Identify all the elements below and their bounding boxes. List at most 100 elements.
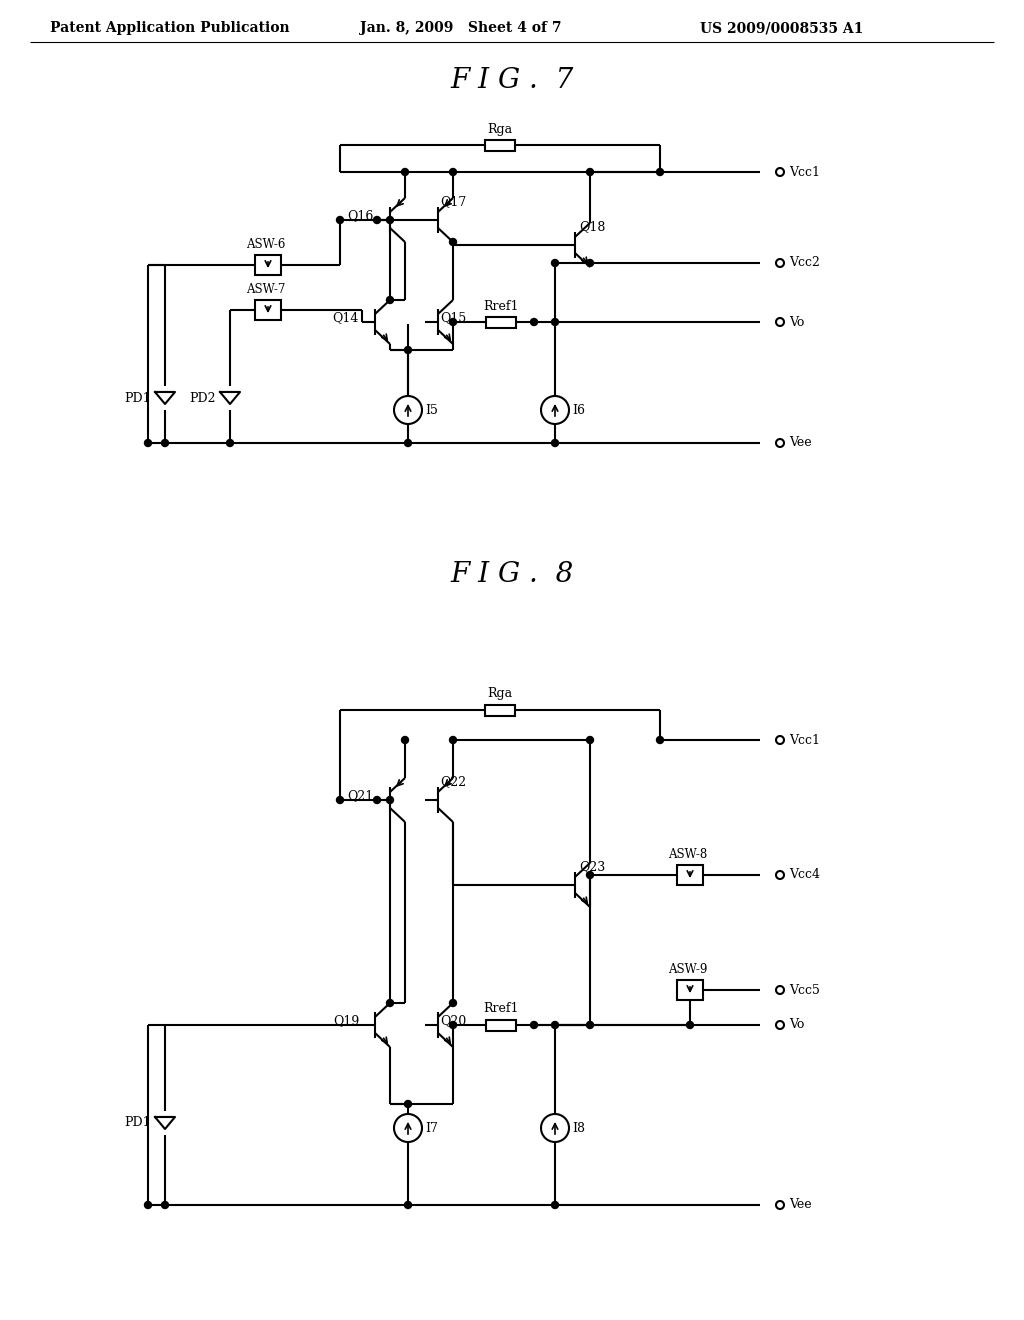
Text: F I G .  8: F I G . 8 — [451, 561, 573, 589]
Circle shape — [587, 1022, 594, 1028]
Circle shape — [686, 1022, 693, 1028]
Circle shape — [552, 440, 558, 446]
Text: Vcc5: Vcc5 — [790, 983, 820, 997]
Circle shape — [776, 871, 784, 879]
Text: Vee: Vee — [790, 437, 812, 450]
Circle shape — [450, 1022, 457, 1028]
Text: US 2009/0008535 A1: US 2009/0008535 A1 — [700, 21, 863, 36]
Polygon shape — [155, 392, 175, 404]
Text: F I G .  7: F I G . 7 — [451, 66, 573, 94]
Circle shape — [386, 999, 393, 1006]
Bar — [677, 979, 703, 1001]
Circle shape — [144, 1201, 152, 1209]
Circle shape — [552, 318, 558, 326]
Circle shape — [587, 169, 594, 176]
Text: Vcc4: Vcc4 — [790, 869, 820, 882]
Polygon shape — [155, 1117, 175, 1129]
Text: PD1: PD1 — [124, 1117, 151, 1130]
Circle shape — [226, 440, 233, 446]
Circle shape — [776, 440, 784, 447]
Circle shape — [776, 318, 784, 326]
Circle shape — [162, 1201, 169, 1209]
Text: ASW-8: ASW-8 — [669, 847, 708, 861]
Text: Vcc1: Vcc1 — [790, 165, 820, 178]
Circle shape — [337, 796, 343, 804]
Text: Jan. 8, 2009   Sheet 4 of 7: Jan. 8, 2009 Sheet 4 of 7 — [360, 21, 561, 36]
Circle shape — [386, 796, 393, 804]
Text: I7: I7 — [425, 1122, 438, 1134]
Text: Q18: Q18 — [579, 220, 605, 234]
Circle shape — [401, 737, 409, 743]
Circle shape — [776, 1201, 784, 1209]
Text: Vo: Vo — [790, 315, 805, 329]
Bar — [255, 255, 281, 275]
Circle shape — [386, 297, 393, 304]
Text: Vcc1: Vcc1 — [790, 734, 820, 747]
Circle shape — [776, 168, 784, 176]
Circle shape — [450, 999, 457, 1006]
Text: Rga: Rga — [487, 123, 513, 136]
Circle shape — [541, 396, 569, 424]
Bar — [486, 317, 516, 327]
Text: Vee: Vee — [790, 1199, 812, 1212]
Circle shape — [394, 1114, 422, 1142]
Circle shape — [776, 986, 784, 994]
Text: Q14: Q14 — [333, 312, 359, 325]
Circle shape — [587, 871, 594, 879]
Text: Q15: Q15 — [440, 312, 466, 325]
Circle shape — [394, 396, 422, 424]
Text: I6: I6 — [572, 404, 585, 417]
Text: ASW-9: ASW-9 — [669, 964, 708, 975]
Text: Q21: Q21 — [348, 789, 374, 803]
Circle shape — [374, 796, 381, 804]
Text: I5: I5 — [425, 404, 438, 417]
Circle shape — [776, 737, 784, 744]
Text: Q23: Q23 — [579, 861, 605, 874]
Circle shape — [144, 440, 152, 446]
Circle shape — [162, 440, 169, 446]
Text: Rga: Rga — [487, 688, 513, 701]
Circle shape — [374, 216, 381, 223]
Circle shape — [404, 1201, 412, 1209]
Circle shape — [587, 260, 594, 267]
Circle shape — [552, 1201, 558, 1209]
Text: Vcc2: Vcc2 — [790, 256, 820, 269]
Text: Q22: Q22 — [440, 776, 466, 788]
Text: Patent Application Publication: Patent Application Publication — [50, 21, 290, 36]
Text: Vo: Vo — [790, 1019, 805, 1031]
Bar — [677, 865, 703, 884]
Text: ASW-7: ASW-7 — [247, 282, 286, 296]
Circle shape — [776, 1020, 784, 1030]
Circle shape — [386, 216, 393, 223]
Bar — [485, 705, 515, 715]
Circle shape — [450, 239, 457, 246]
Circle shape — [450, 318, 457, 326]
Circle shape — [404, 1101, 412, 1107]
Circle shape — [587, 737, 594, 743]
Circle shape — [530, 1022, 538, 1028]
Text: PD2: PD2 — [189, 392, 216, 404]
Text: I8: I8 — [572, 1122, 585, 1134]
Circle shape — [337, 216, 343, 223]
Circle shape — [530, 318, 538, 326]
Circle shape — [656, 737, 664, 743]
Circle shape — [450, 169, 457, 176]
Circle shape — [450, 737, 457, 743]
Circle shape — [541, 1114, 569, 1142]
Text: Q16: Q16 — [347, 210, 374, 223]
Bar — [255, 300, 281, 319]
Text: Q17: Q17 — [440, 195, 466, 209]
Text: Rref1: Rref1 — [483, 300, 519, 313]
Text: Rref1: Rref1 — [483, 1002, 519, 1015]
Text: Q19: Q19 — [333, 1015, 359, 1027]
Bar — [486, 1019, 516, 1031]
Circle shape — [404, 440, 412, 446]
Bar — [485, 140, 515, 150]
Circle shape — [656, 169, 664, 176]
Text: PD1: PD1 — [124, 392, 151, 404]
Polygon shape — [220, 392, 240, 404]
Circle shape — [552, 1022, 558, 1028]
Circle shape — [404, 346, 412, 354]
Circle shape — [401, 169, 409, 176]
Text: Q20: Q20 — [440, 1015, 466, 1027]
